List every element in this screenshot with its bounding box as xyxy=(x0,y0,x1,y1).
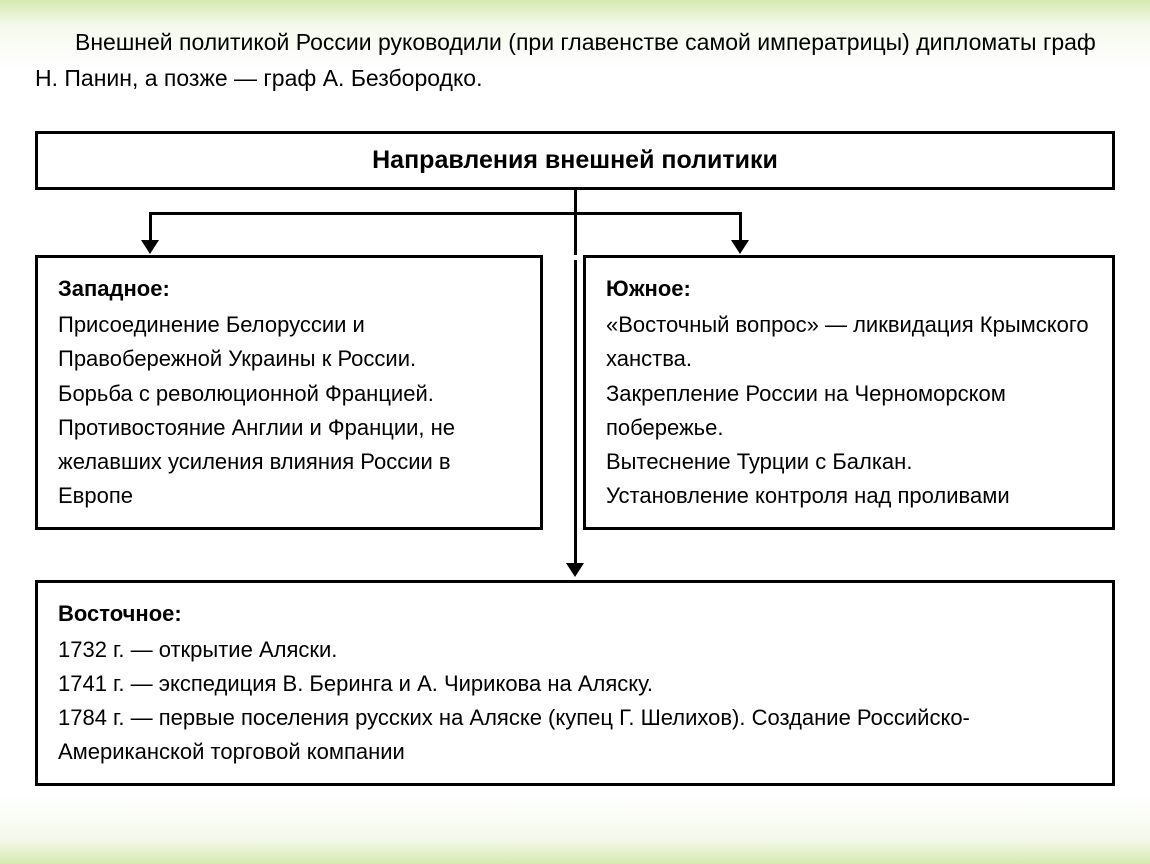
east-box: Восточное: 1732 г. — открытие Аляски.174… xyxy=(35,580,1115,786)
top-arrows xyxy=(35,190,1115,255)
title-box: Направления внешней политики xyxy=(35,131,1115,190)
south-body: «Восточный вопрос» — ликвидация Крымског… xyxy=(606,308,1092,513)
v-line-right xyxy=(739,212,742,242)
arrow-left xyxy=(141,240,159,254)
west-heading: Западное: xyxy=(58,272,520,306)
v-line-left xyxy=(149,212,152,242)
west-body: Присоединение Белоруссии и Правобережной… xyxy=(58,308,520,513)
intro-paragraph: Внешней политикой России руководили (при… xyxy=(25,20,1125,96)
east-heading: Восточное: xyxy=(58,597,1092,631)
h-line-left xyxy=(150,212,575,215)
east-body: 1732 г. — открытие Аляски.1741 г. — эксп… xyxy=(58,633,1092,769)
v-line-center-upper xyxy=(574,212,577,255)
arrow-center xyxy=(566,563,584,577)
mid-arrow xyxy=(35,530,1115,580)
arrow-right xyxy=(731,240,749,254)
h-line-right xyxy=(575,212,740,215)
v-line-center-lower xyxy=(574,260,577,565)
south-box: Южное: «Восточный вопрос» — ликвидация К… xyxy=(583,255,1115,530)
west-box: Западное: Присоединение Белоруссии и Пра… xyxy=(35,255,543,530)
south-heading: Южное: xyxy=(606,272,1092,306)
